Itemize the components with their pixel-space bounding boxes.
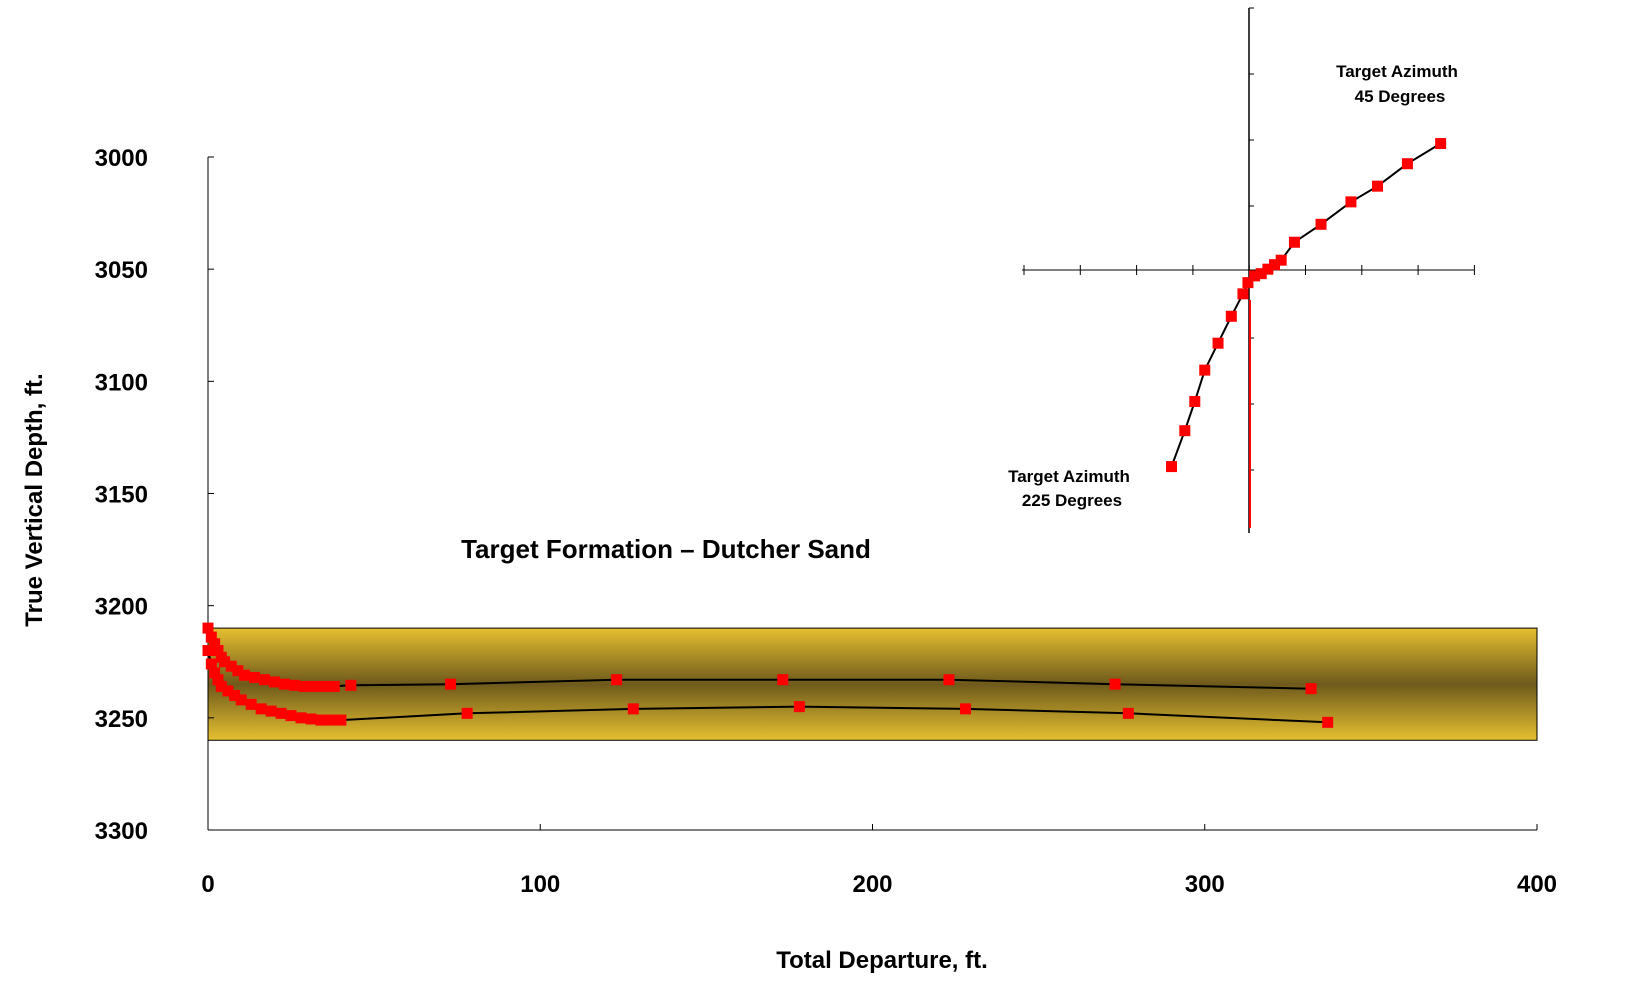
series-2-point xyxy=(1322,716,1334,728)
series-1-point xyxy=(258,674,270,686)
series-2-point xyxy=(325,714,337,726)
series-1-point xyxy=(345,679,357,691)
series-2-point xyxy=(212,674,224,686)
series-1-point xyxy=(249,671,261,683)
series-2-point xyxy=(275,707,287,719)
series-2-point xyxy=(627,703,639,715)
series-1-point xyxy=(1109,678,1121,690)
series-2-point xyxy=(793,701,805,713)
series-2-point xyxy=(305,713,317,725)
series-3-point xyxy=(1225,310,1237,322)
formation-label: Target Formation – Dutcher Sand xyxy=(461,534,871,564)
y-tick-label: 3050 xyxy=(95,257,148,284)
series-2-point xyxy=(209,667,221,679)
series-layer xyxy=(202,138,1447,728)
series-3-point xyxy=(1315,218,1327,230)
series-2-point xyxy=(295,712,307,724)
series-3-point xyxy=(1189,396,1201,408)
series-1-point xyxy=(318,680,330,692)
series-1-point xyxy=(328,680,340,692)
series-3-point xyxy=(1372,180,1384,192)
series-1-point xyxy=(308,680,320,692)
series-3-point xyxy=(1249,270,1261,282)
x-tick-label: 200 xyxy=(852,871,892,898)
series-1-point xyxy=(209,638,221,650)
series-3-point xyxy=(1212,337,1224,349)
y-tick-label: 3150 xyxy=(95,482,148,509)
axes xyxy=(207,156,1538,831)
series-1-point xyxy=(943,674,955,686)
series-3-point xyxy=(1179,425,1191,437)
series-2-point xyxy=(205,658,217,670)
series-1-point xyxy=(202,622,214,634)
series-1-point xyxy=(611,674,623,686)
x-axis-title: Total Departure, ft. xyxy=(776,947,988,974)
series-1-point xyxy=(777,674,789,686)
series-1-point xyxy=(445,678,457,690)
azimuth-45-label-line1: Target Azimuth xyxy=(1336,62,1458,81)
y-tick-label: 3300 xyxy=(95,818,148,845)
y-axis-title: True Vertical Depth, ft. xyxy=(21,373,48,626)
series-2-point xyxy=(315,714,327,726)
series-1-point xyxy=(298,680,310,692)
x-tick-label: 0 xyxy=(201,871,214,898)
series-3-point xyxy=(1199,364,1211,376)
series-2-point xyxy=(229,689,241,701)
series-1-point xyxy=(219,656,231,668)
series-3-point xyxy=(1288,236,1300,248)
series-1-point xyxy=(278,678,290,690)
y-tick-label: 3000 xyxy=(95,145,148,172)
series-2-point xyxy=(235,694,247,706)
series-1-point xyxy=(212,645,224,657)
azimuth-225-label-line2: 225 Degrees xyxy=(1022,491,1122,510)
series-2-point xyxy=(202,645,214,657)
x-tick-label: 400 xyxy=(1517,871,1557,898)
series-2-point xyxy=(461,707,473,719)
y-tick-label: 3200 xyxy=(95,594,148,621)
series-2-point xyxy=(960,703,972,715)
x-tick-label: 100 xyxy=(520,871,560,898)
series-2-point xyxy=(1122,707,1134,719)
series-3-point xyxy=(1275,254,1287,266)
series-3-point xyxy=(1401,158,1413,170)
series-2-point xyxy=(245,698,257,710)
series-3-line xyxy=(1170,142,1442,467)
azimuth-225-label-line1: Target Azimuth xyxy=(1008,467,1130,486)
x-tick-label: 300 xyxy=(1185,871,1225,898)
series-1-point xyxy=(205,631,217,643)
series-2-point xyxy=(215,680,227,692)
series-1-point xyxy=(239,669,251,681)
series-3-point xyxy=(1242,277,1254,289)
y-tick-label: 3100 xyxy=(95,369,148,396)
series-3-point xyxy=(1166,461,1178,473)
series-3-point xyxy=(1262,263,1274,275)
series-1-point xyxy=(288,679,300,691)
series-3-point xyxy=(1345,196,1357,208)
azimuth-45-label-line2: 45 Degrees xyxy=(1355,87,1446,106)
series-1-point xyxy=(225,660,237,672)
series-3-point xyxy=(1269,259,1281,271)
inset-crosshair xyxy=(1022,7,1475,533)
y-tick-label: 3250 xyxy=(95,706,148,733)
series-1-point xyxy=(232,665,244,677)
series-1-point xyxy=(1305,683,1317,695)
tick-labels: 3000 3050 3100 3150 3200 3250 3300 0 100 200 300 40… xyxy=(95,145,1557,898)
series-3-point xyxy=(1435,138,1447,150)
series-3-point xyxy=(1237,288,1249,300)
series-2-point xyxy=(222,685,234,697)
series-2-point xyxy=(285,710,297,722)
series-2-point xyxy=(335,714,347,726)
series-2-point xyxy=(255,703,267,715)
series-3-point xyxy=(1255,268,1267,280)
series-2-point xyxy=(265,705,277,717)
series-1-point xyxy=(268,676,280,688)
